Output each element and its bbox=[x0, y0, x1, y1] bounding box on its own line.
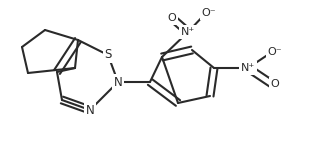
Text: N: N bbox=[86, 103, 94, 116]
Text: N⁺: N⁺ bbox=[181, 27, 195, 37]
Text: O: O bbox=[271, 79, 280, 89]
Text: O⁻: O⁻ bbox=[202, 8, 216, 18]
Text: O: O bbox=[168, 13, 176, 23]
Text: O⁻: O⁻ bbox=[268, 47, 282, 57]
Text: S: S bbox=[104, 49, 112, 62]
Text: N⁺: N⁺ bbox=[241, 63, 255, 73]
Text: N: N bbox=[114, 76, 122, 89]
